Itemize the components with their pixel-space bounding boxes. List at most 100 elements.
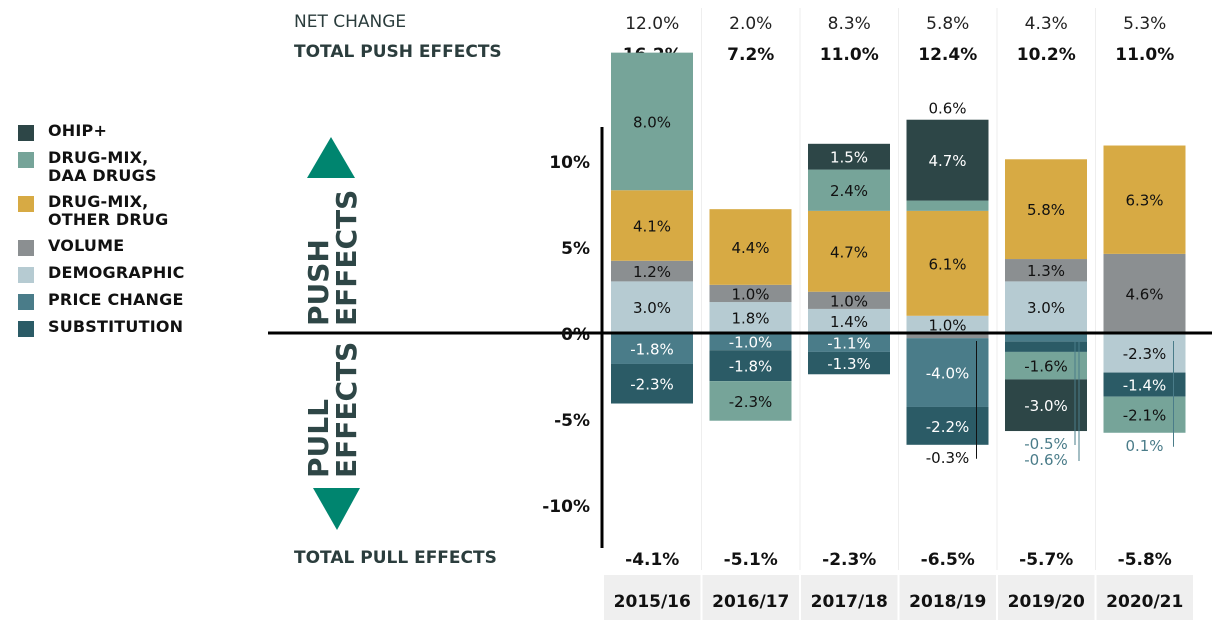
year-cell — [899, 575, 996, 620]
bar-segment-demo — [709, 302, 792, 333]
data-label: -2.2% — [926, 418, 970, 436]
x-tick-label: 2019/20 — [1008, 592, 1085, 612]
data-label: 4.4% — [731, 239, 769, 257]
data-label: -1.0% — [729, 334, 773, 352]
legend-swatch — [18, 125, 34, 141]
total-pull-value: -5.8% — [1118, 550, 1172, 570]
net-change-label: NET CHANGE — [294, 12, 407, 32]
data-label: -2.1% — [1123, 407, 1167, 425]
legend-label: VOLUME — [48, 236, 125, 255]
data-label: 1.0% — [928, 316, 966, 334]
legend-label: DRUG-MIX, DAA DRUGS — [48, 148, 157, 185]
data-label: -1.4% — [1123, 377, 1167, 395]
data-label: 1.2% — [633, 263, 671, 281]
data-label: -2.3% — [630, 376, 674, 394]
total-push-value: 11.0% — [820, 45, 879, 65]
x-tick-label: 2015/16 — [614, 592, 691, 612]
year-cell — [702, 575, 799, 620]
x-tick-label: 2020/21 — [1106, 592, 1183, 612]
data-label: 0.6% — [928, 100, 966, 118]
total-pull-label: TOTAL PULL EFFECTS — [294, 548, 497, 568]
bar-segment-other — [611, 190, 693, 261]
bar-segment-subst — [1005, 341, 1087, 352]
legend-label: SUBSTITUTION — [48, 317, 184, 336]
net-change-value: 8.3% — [828, 14, 871, 34]
bar-segment-ohip — [1005, 379, 1087, 432]
y-tick-label: 0% — [561, 325, 590, 345]
data-label: 4.7% — [830, 243, 868, 261]
legend-swatch — [18, 267, 34, 283]
pull-effects-label: PULL — [302, 399, 335, 478]
total-push-label: TOTAL PUSH EFFECTS — [294, 42, 502, 62]
total-pull-value: -5.7% — [1019, 550, 1073, 570]
year-cell — [604, 575, 701, 620]
bar-segment-daa — [808, 169, 890, 211]
data-label: 6.3% — [1125, 192, 1163, 210]
data-label: 3.0% — [1027, 299, 1065, 317]
legend-item-price: PRICE CHANGE — [18, 291, 185, 310]
data-label: 6.1% — [928, 255, 966, 273]
push-effects-label: EFFECTS — [330, 190, 363, 326]
year-cell — [801, 575, 898, 620]
push-arrow-up-icon — [307, 137, 355, 178]
y-tick-label: 5% — [561, 239, 590, 259]
legend-swatch — [18, 196, 34, 212]
data-label: -1.1% — [827, 334, 871, 352]
x-tick-label: 2018/19 — [909, 592, 986, 612]
legend-label: DRUG-MIX, OTHER DRUG — [48, 192, 169, 229]
bar-segment-demo — [906, 315, 989, 333]
data-label: -3.0% — [1024, 397, 1068, 415]
data-label: 1.8% — [731, 310, 769, 328]
bar-segment-ohip — [808, 143, 890, 170]
bar-segment-other — [1005, 159, 1087, 260]
data-label: -1.8% — [630, 340, 674, 358]
x-tick-label: 2016/17 — [712, 592, 789, 612]
data-label: 4.7% — [928, 152, 966, 170]
y-tick-label: -5% — [554, 411, 590, 431]
data-label: 2.4% — [830, 182, 868, 200]
total-push-value: 10.2% — [1017, 45, 1076, 65]
bar-segment-price — [808, 333, 890, 352]
bar-segment-other — [1103, 145, 1186, 254]
bar-segment-price — [906, 338, 989, 407]
bar-segment-other — [709, 209, 792, 285]
data-label: 1.4% — [830, 313, 868, 331]
data-label: 1.5% — [830, 149, 868, 167]
data-label: -1.6% — [1024, 358, 1068, 376]
legend-swatch — [18, 152, 34, 168]
data-label: -4.0% — [926, 365, 970, 383]
data-label: 1.3% — [1027, 262, 1065, 280]
data-label-outside: -0.5% — [1024, 435, 1068, 453]
net-change-value: 2.0% — [729, 14, 772, 34]
bar-segment-daa — [906, 200, 989, 211]
bar-segment-daa — [1005, 351, 1087, 380]
push-effects-label: PUSH — [302, 239, 335, 326]
legend-label: DEMOGRAPHIC — [48, 263, 185, 282]
legend: OHIP+ DRUG-MIX, DAA DRUGS DRUG-MIX, OTHER … — [18, 122, 185, 345]
data-label: 5.8% — [1027, 201, 1065, 219]
data-label: 3.0% — [633, 299, 671, 317]
legend-item-other: DRUG-MIX, OTHER DRUG — [18, 193, 185, 229]
bar-segment-volume — [1103, 253, 1186, 333]
total-push-value: 7.2% — [727, 45, 774, 65]
legend-item-demo: DEMOGRAPHIC — [18, 264, 185, 283]
bar-segment-daa — [1103, 396, 1186, 433]
bar-segment-price — [1005, 333, 1087, 342]
year-cell — [1096, 575, 1193, 620]
legend-label: OHIP+ — [48, 121, 108, 140]
bar-segment-demo — [808, 308, 890, 333]
data-label: -1.3% — [827, 355, 871, 373]
total-pull-value: -6.5% — [921, 550, 975, 570]
net-change-value: 12.0% — [625, 14, 679, 34]
bar-segment-volume — [1005, 259, 1087, 282]
legend-item-daa: DRUG-MIX, DAA DRUGS — [18, 149, 185, 185]
bar-segment-subst — [1103, 372, 1186, 397]
bar-segment-volume — [906, 333, 989, 339]
data-label: 4.6% — [1125, 285, 1163, 303]
total-push-value: 11.0% — [1115, 45, 1174, 65]
net-change-value: 4.3% — [1025, 14, 1068, 34]
bar-segment-other — [808, 210, 890, 292]
pull-effects-label: EFFECTS — [330, 342, 363, 478]
data-label: -2.3% — [729, 393, 773, 411]
